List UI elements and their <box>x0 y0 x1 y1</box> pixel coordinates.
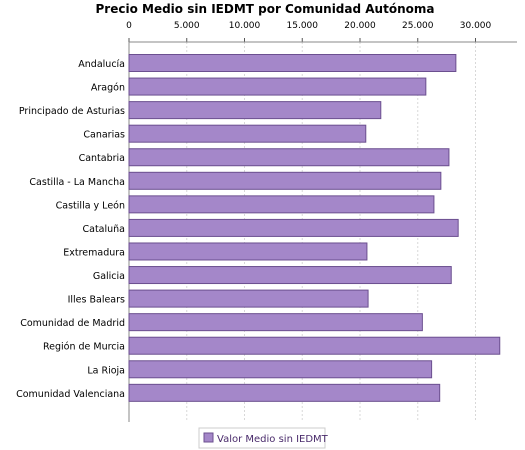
category-label: Canarias <box>83 130 125 141</box>
x-tick-label: 10.000 <box>229 21 261 31</box>
bar <box>128 218 459 237</box>
x-tick-label: 5.000 <box>174 21 200 31</box>
bar <box>128 336 501 355</box>
bar <box>128 171 442 190</box>
category-label: Galicia <box>93 271 125 282</box>
bar <box>128 148 450 167</box>
category-label: Castilla y León <box>56 200 125 211</box>
legend-frame <box>198 427 326 449</box>
category-label: Comunidad de Madrid <box>20 318 125 329</box>
category-label: Cantabria <box>79 153 125 164</box>
bars <box>128 54 501 402</box>
bar <box>128 54 457 72</box>
category-label: Castilla - La Mancha <box>29 177 125 188</box>
bar <box>128 383 441 402</box>
category-label: Principado de Asturias <box>19 106 125 117</box>
legend-label: Valor Medio sin IEDMT <box>217 434 329 445</box>
x-tick-label: 0 <box>126 21 132 31</box>
category-label: Extremadura <box>63 247 125 258</box>
bar <box>128 242 368 261</box>
bar <box>128 124 367 143</box>
category-label: Andalucía <box>78 59 125 70</box>
bar <box>128 313 423 332</box>
bar <box>128 101 382 120</box>
category-label: Cataluña <box>82 224 125 235</box>
bar <box>128 360 433 379</box>
x-tick-label: 15.000 <box>287 21 319 31</box>
category-label: Aragón <box>91 83 125 94</box>
category-label: Comunidad Valenciana <box>16 389 125 400</box>
legend-swatch <box>203 432 214 443</box>
x-tick-label: 25.000 <box>402 21 434 31</box>
x-tick-label: 20.000 <box>344 21 376 31</box>
x-tick-label: 30.000 <box>460 21 492 31</box>
bar <box>128 266 452 285</box>
bar <box>128 77 427 96</box>
bar <box>128 195 435 214</box>
category-label: Región de Murcia <box>43 342 125 353</box>
chart-title: Precio Medio sin IEDMT por Comunidad Aut… <box>96 2 435 16</box>
legend: Valor Medio sin IEDMT <box>198 427 329 449</box>
category-label: Illes Balears <box>68 295 125 306</box>
category-labels: Andalucía Aragón Principado de Asturias Can… <box>16 59 125 400</box>
bar <box>128 289 369 308</box>
category-label: La Rioja <box>87 365 125 376</box>
